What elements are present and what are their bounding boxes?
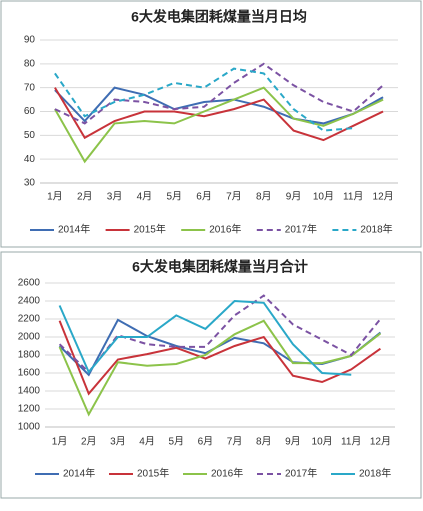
x-tick-label: 3月 bbox=[110, 436, 126, 448]
x-tick-label: 6月 bbox=[198, 436, 214, 448]
y-tick-label: 1800 bbox=[18, 350, 41, 361]
x-tick-label: 10月 bbox=[312, 436, 333, 448]
x-tick-label: 6月 bbox=[196, 191, 212, 203]
x-tick-label: 11月 bbox=[343, 191, 363, 203]
y-tick-label: 1200 bbox=[18, 404, 41, 415]
legend-label: 2015年 bbox=[134, 223, 166, 236]
chart-title: 6大发电集团耗煤量当月合计 bbox=[132, 259, 308, 275]
x-tick-label: 4月 bbox=[139, 436, 155, 448]
y-tick-label: 70 bbox=[24, 82, 36, 93]
y-tick-label: 30 bbox=[24, 178, 36, 189]
x-tick-label: 5月 bbox=[166, 191, 182, 203]
x-tick-label: 12月 bbox=[373, 191, 394, 203]
y-tick-label: 1600 bbox=[18, 368, 41, 379]
x-tick-label: 4月 bbox=[137, 191, 153, 203]
y-tick-label: 2600 bbox=[18, 278, 41, 289]
x-tick-label: 3月 bbox=[107, 191, 123, 203]
series-line bbox=[58, 299, 352, 376]
x-tick-label: 12月 bbox=[370, 436, 391, 448]
x-tick-label: 8月 bbox=[256, 191, 272, 203]
legend-label: 2015年 bbox=[137, 467, 169, 480]
y-tick-label: 50 bbox=[24, 130, 36, 141]
x-tick-label: 1月 bbox=[52, 436, 68, 448]
x-tick-label: 1月 bbox=[47, 191, 63, 203]
series-line bbox=[58, 294, 382, 374]
x-tick-label: 2月 bbox=[81, 436, 97, 448]
y-tick-label: 2400 bbox=[18, 296, 41, 307]
series-line bbox=[54, 67, 354, 132]
series-line bbox=[54, 87, 384, 142]
legend-label: 2018年 bbox=[360, 223, 392, 236]
x-tick-label: 7月 bbox=[227, 436, 243, 448]
series-line bbox=[58, 319, 382, 417]
x-tick-label: 2月 bbox=[77, 191, 93, 203]
chart-frame bbox=[0, 0, 422, 248]
x-tick-label: 11月 bbox=[341, 436, 361, 448]
legend-label: 2017年 bbox=[285, 223, 317, 236]
x-tick-label: 9月 bbox=[286, 191, 302, 203]
legend-label: 2017年 bbox=[285, 467, 317, 480]
y-tick-label: 60 bbox=[24, 106, 36, 117]
series-line bbox=[54, 86, 384, 164]
legend-label: 2014年 bbox=[63, 467, 95, 480]
x-tick-label: 10月 bbox=[313, 191, 334, 203]
series-line bbox=[54, 86, 384, 125]
y-tick-label: 80 bbox=[24, 58, 36, 69]
legend-label: 2014年 bbox=[58, 223, 90, 236]
y-tick-label: 40 bbox=[24, 154, 36, 165]
x-tick-label: 9月 bbox=[285, 436, 301, 448]
y-tick-label: 2200 bbox=[18, 314, 41, 325]
y-tick-label: 90 bbox=[24, 35, 36, 46]
x-tick-label: 5月 bbox=[168, 436, 184, 448]
legend-label: 2016年 bbox=[211, 467, 243, 480]
x-tick-label: 7月 bbox=[226, 191, 242, 203]
y-tick-label: 2000 bbox=[18, 332, 41, 343]
legend-label: 2018年 bbox=[359, 467, 391, 480]
y-tick-label: 1400 bbox=[18, 386, 41, 397]
chart-title: 6大发电集团耗煤量当月日均 bbox=[131, 9, 307, 25]
chart-frame bbox=[0, 251, 422, 499]
legend-label: 2016年 bbox=[209, 223, 241, 236]
y-tick-label: 1000 bbox=[18, 422, 41, 433]
x-tick-label: 8月 bbox=[256, 436, 272, 448]
series-line bbox=[58, 320, 381, 396]
